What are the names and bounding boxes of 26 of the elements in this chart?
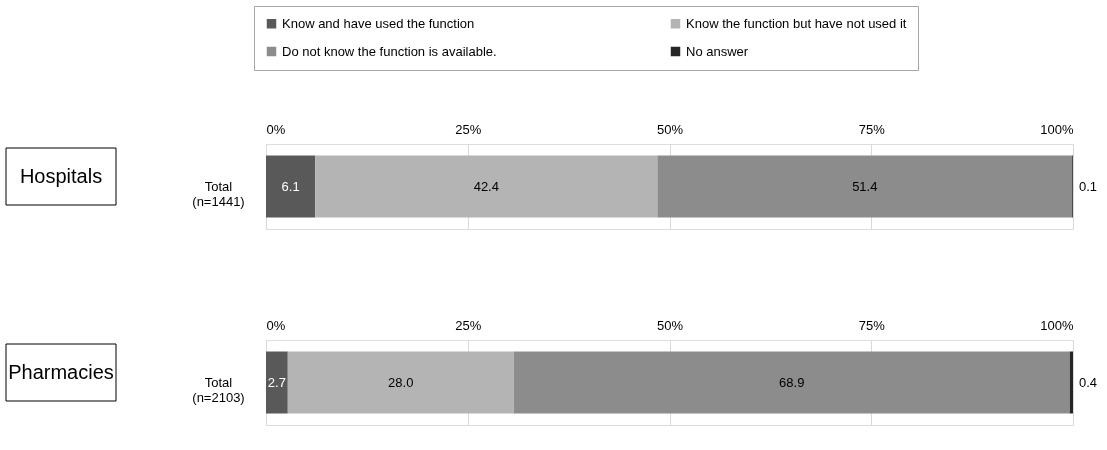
data-label: 51.4 [852, 178, 878, 194]
legend-label: Know the function but have not used it [686, 15, 907, 31]
text: Pharmacies [8, 361, 114, 383]
y-tick-label: Total (n=2103) [192, 374, 245, 405]
data-label: 42.4 [473, 178, 499, 194]
y-tick-label: Total (n=1441) [192, 178, 245, 209]
x-tick-label: 25% [455, 317, 482, 333]
x-tick-label: 25% [455, 121, 482, 137]
x-tick-label: 100% [1040, 121, 1074, 137]
text: Hospitals [19, 165, 103, 187]
data-label: 68.9 [779, 374, 805, 390]
x-tick-label: 50% [656, 317, 684, 333]
data-label: 6.1 [281, 178, 300, 194]
data-label: 0.1 [1079, 178, 1098, 194]
x-tick-label: 75% [858, 317, 886, 333]
legend-label: No answer [686, 43, 749, 59]
x-tick-label: 50% [656, 121, 684, 137]
data-label: 2.7 [267, 374, 286, 390]
x-tick-label: 75% [858, 121, 886, 137]
data-label: 0.4 [1079, 374, 1098, 390]
x-tick-label: 100% [1040, 317, 1074, 333]
x-tick-label: 0% [266, 121, 286, 137]
legend-label: Know and have used the function [282, 15, 475, 31]
x-tick-label: 0% [266, 317, 286, 333]
legend-label: Do not know the function is available. [282, 43, 497, 59]
data-label: 28.0 [388, 374, 414, 390]
